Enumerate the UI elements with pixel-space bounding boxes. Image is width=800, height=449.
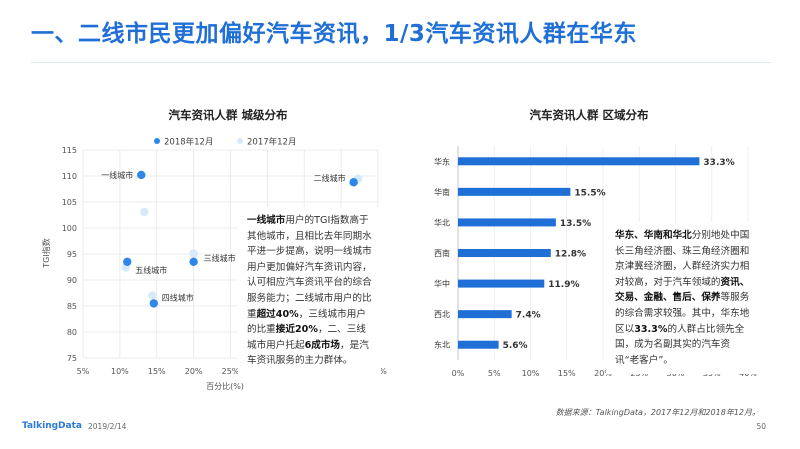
legend-marker-2018 bbox=[154, 138, 160, 144]
bar bbox=[458, 310, 512, 319]
bar-category-label: 华北 bbox=[434, 217, 450, 227]
bar bbox=[458, 249, 551, 257]
scatter-title: 汽车资讯人群 城级分布 bbox=[168, 108, 288, 122]
bar-category-label: 西北 bbox=[434, 310, 450, 319]
data-source: 数据来源：TalkingData，2017年12月和2018年12月。 bbox=[555, 408, 760, 417]
scatter-point-2018 bbox=[137, 170, 146, 180]
bar-category-label: 华中 bbox=[434, 279, 450, 289]
bar-value-label: 7.4% bbox=[516, 311, 541, 321]
bar-value-label: 15.5% bbox=[574, 188, 605, 198]
scatter-point-label: 五线城市 bbox=[135, 265, 167, 275]
scatter-ytick-label: 105 bbox=[62, 198, 77, 207]
bar-category-label: 华南 bbox=[434, 187, 450, 197]
scatter-legend: 2018年12月 2017年12月 bbox=[154, 137, 296, 148]
bar-value-label: 12.8% bbox=[555, 250, 586, 260]
scatter-point-2018 bbox=[189, 257, 198, 266]
scatter-ytick-label: 95 bbox=[67, 250, 77, 259]
scatter-xlabel: 百分比(%) bbox=[206, 381, 244, 391]
slide-date: 2019/2/14 bbox=[88, 422, 127, 431]
scatter-xtick-label: 15% bbox=[148, 367, 166, 376]
bar-value-label: 11.9% bbox=[548, 280, 579, 290]
scatter-point-label: 三线城市 bbox=[204, 253, 236, 263]
bar-category-label: 华东 bbox=[434, 156, 450, 166]
bar-value-label: 13.5% bbox=[560, 219, 591, 229]
brand-logo: TalkingData bbox=[22, 421, 82, 431]
bar-category-label: 东北 bbox=[434, 340, 450, 350]
bar-xtick-label: 5% bbox=[488, 369, 501, 378]
scatter-xtick-label: 10% bbox=[111, 367, 129, 376]
scatter-annotation: 一线城市用户的TGI指数高于其他城市，且相比去年同期水平进一步提高，说明一线城市… bbox=[238, 207, 381, 375]
bar-annotation: 华东、华南和华北分别地处中国长三角经济圈、珠三角经济圈和京津冀经济圈，人群经济实… bbox=[606, 222, 759, 375]
title-divider bbox=[31, 62, 771, 63]
scatter-xtick-label: 25% bbox=[222, 367, 240, 376]
bar-title: 汽车资讯人群 区域分布 bbox=[529, 108, 649, 122]
scatter-ylabel: TGI指数 bbox=[41, 238, 51, 268]
bar bbox=[458, 340, 499, 349]
scatter-ytick-label: 90 bbox=[67, 276, 77, 285]
scatter-point-2018 bbox=[149, 299, 158, 308]
scatter-xtick-label: 5% bbox=[77, 367, 90, 376]
scatter-xtick-label: 20% bbox=[185, 367, 203, 376]
scatter-point-2018 bbox=[123, 257, 132, 266]
bar-xtick-label: 0% bbox=[452, 369, 465, 378]
scatter-point-2018 bbox=[349, 178, 358, 187]
bar-xtick-label: 15% bbox=[558, 369, 576, 378]
scatter-point-2017 bbox=[140, 207, 149, 217]
scatter-ytick-label: 85 bbox=[67, 302, 77, 311]
bar bbox=[458, 279, 545, 288]
scatter-ytick-label: 115 bbox=[62, 146, 77, 155]
bar-xtick-label: 10% bbox=[522, 369, 540, 378]
bar bbox=[458, 157, 700, 166]
bar-value-label: 33.3% bbox=[703, 158, 734, 168]
scatter-ytick-label: 80 bbox=[67, 328, 77, 337]
scatter-point-2017 bbox=[148, 291, 157, 300]
page-number: 50 bbox=[756, 422, 766, 431]
bar bbox=[458, 187, 571, 196]
scatter-ytick-label: 110 bbox=[62, 172, 77, 181]
bar-category-label: 西南 bbox=[434, 248, 450, 258]
scatter-point-label: 四线城市 bbox=[162, 292, 194, 302]
scatter-ytick-label: 75 bbox=[67, 354, 77, 363]
legend-label-2018: 2018年12月 bbox=[164, 137, 213, 148]
scatter-point-2017 bbox=[189, 249, 198, 258]
legend-label-2017: 2017年12月 bbox=[247, 137, 296, 148]
legend-marker-2017 bbox=[237, 138, 243, 144]
scatter-point-label: 一线城市 bbox=[101, 170, 133, 180]
bar-xtick-label: 20% bbox=[594, 369, 612, 378]
scatter-ytick-label: 100 bbox=[62, 224, 77, 233]
bar bbox=[458, 218, 556, 227]
page-title: 一、二线市民更加偏好汽车资讯，1/3汽车资讯人群在华东 bbox=[31, 21, 637, 47]
bar-value-label: 5.6% bbox=[503, 341, 528, 351]
scatter-point-label: 二线城市 bbox=[314, 173, 346, 183]
